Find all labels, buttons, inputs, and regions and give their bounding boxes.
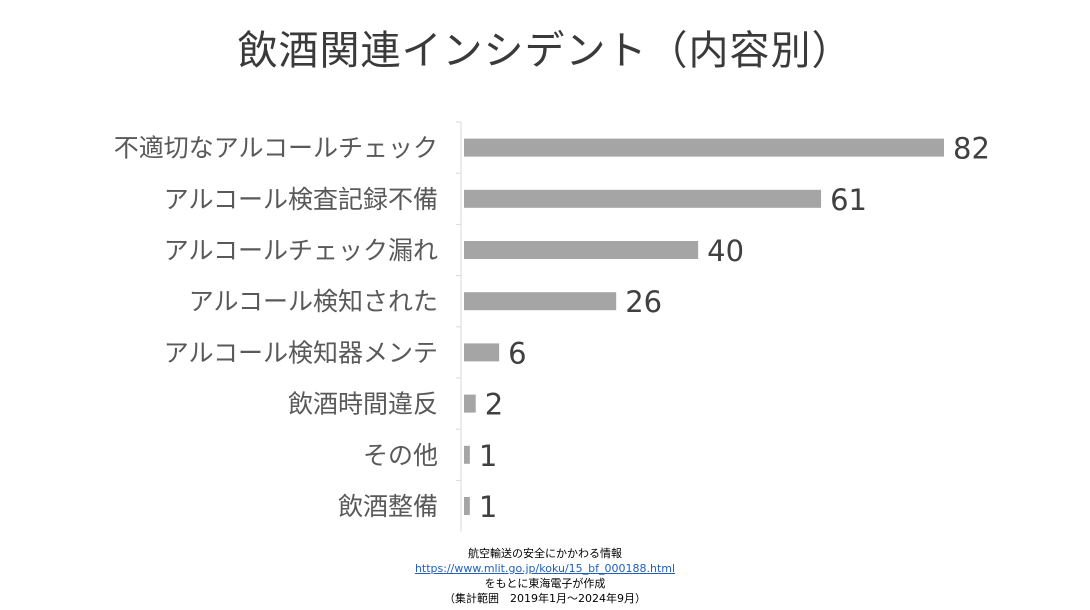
bar bbox=[464, 497, 470, 515]
source-line-3: をもとに東海電子が作成 bbox=[484, 577, 606, 590]
value-label: 61 bbox=[830, 183, 867, 217]
bar bbox=[464, 292, 617, 311]
value-label: 82 bbox=[953, 132, 990, 166]
bar bbox=[464, 343, 500, 362]
value-label: 2 bbox=[485, 388, 503, 422]
source-link[interactable]: https://www.mlit.go.jp/koku/15_bf_000188… bbox=[414, 562, 676, 575]
value-label: 1 bbox=[479, 439, 497, 473]
source-line-1: 航空輸送の安全にかかわる情報 bbox=[468, 547, 622, 560]
bar bbox=[464, 189, 822, 208]
bar bbox=[464, 241, 699, 259]
source-line-4: （集計範囲 2019年1月～2024年9月） bbox=[444, 592, 646, 605]
bar bbox=[464, 138, 944, 157]
category-label: アルコールチェック漏れ bbox=[164, 236, 438, 265]
category-label: 不適切なアルコールチェック bbox=[114, 134, 438, 163]
value-label: 40 bbox=[707, 234, 744, 268]
category-label: アルコール検査記録不備 bbox=[164, 185, 438, 214]
category-label: アルコール検知された bbox=[189, 287, 438, 316]
source-note: 航空輸送の安全にかかわる情報 https://www.mlit.go.jp/ko… bbox=[0, 546, 1090, 606]
bar bbox=[464, 445, 470, 464]
bar bbox=[464, 394, 476, 413]
value-label: 6 bbox=[508, 336, 526, 370]
category-label: 飲酒時間違反 bbox=[288, 390, 438, 419]
category-label: その他 bbox=[363, 441, 438, 470]
category-label: 飲酒整備 bbox=[338, 492, 438, 521]
chart-title: 飲酒関連インシデント（内容別） bbox=[237, 28, 853, 74]
value-label: 26 bbox=[625, 285, 662, 319]
value-label: 1 bbox=[479, 490, 497, 524]
category-label: アルコール検知器メンテ bbox=[164, 338, 438, 367]
